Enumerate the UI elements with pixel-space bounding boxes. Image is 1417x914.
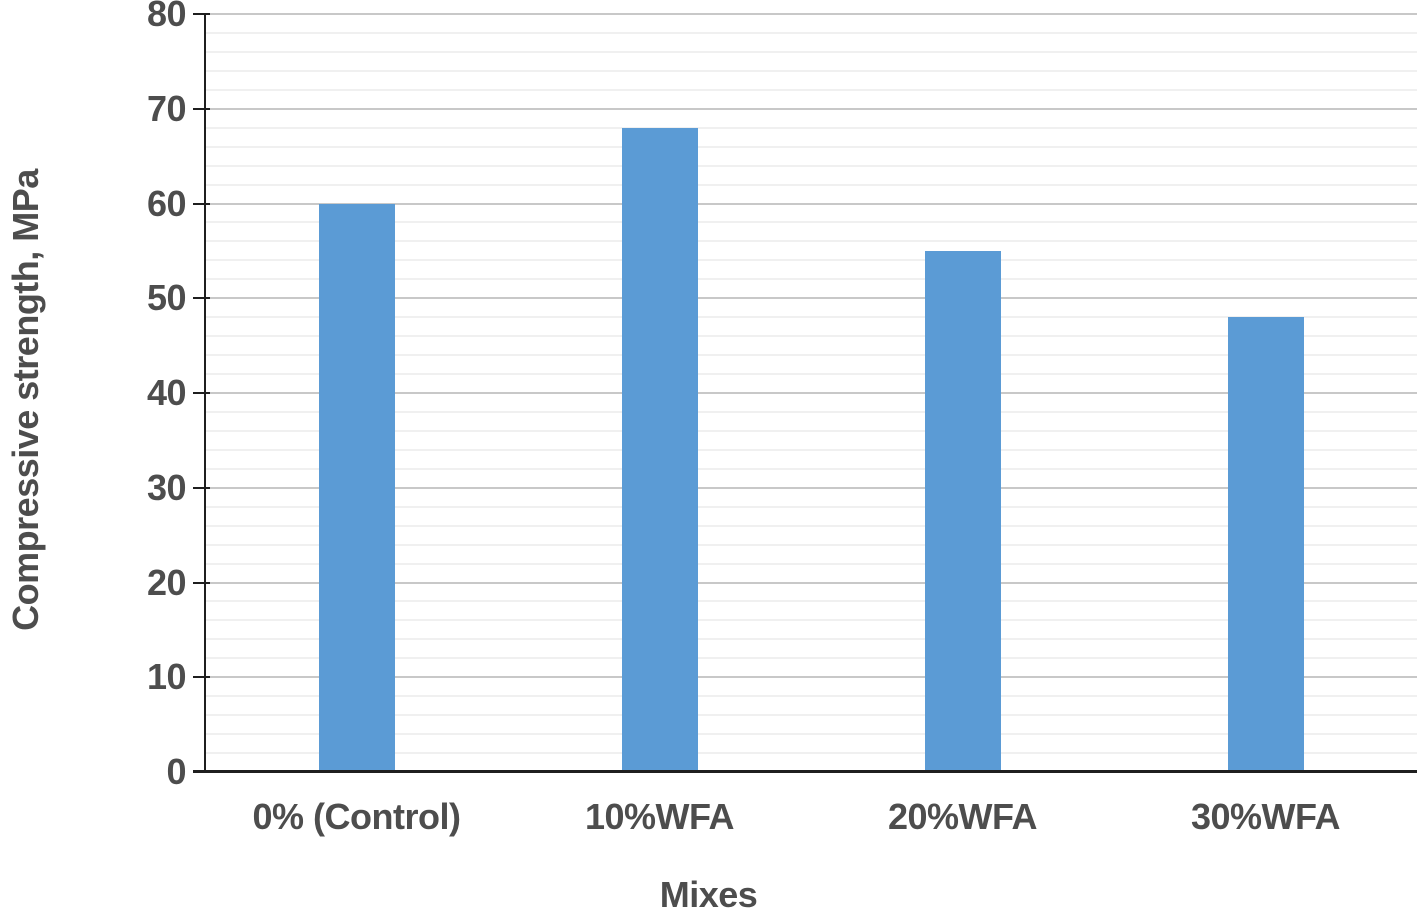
minor-gridline xyxy=(205,638,1417,641)
y-axis-tick-label: 30 xyxy=(146,466,187,508)
minor-gridline xyxy=(205,410,1417,413)
major-gridline xyxy=(205,107,1417,110)
x-axis-category-label: 10%WFA xyxy=(584,796,735,837)
major-gridline xyxy=(205,297,1417,300)
y-axis-tick-label: 20 xyxy=(146,561,187,603)
y-axis-tick xyxy=(193,581,210,584)
bar-20-wfa xyxy=(924,250,1001,772)
minor-gridline xyxy=(205,183,1417,186)
major-gridline xyxy=(205,202,1417,205)
minor-gridline xyxy=(205,429,1417,432)
major-gridline xyxy=(205,581,1417,584)
minor-gridline xyxy=(205,467,1417,470)
minor-gridline xyxy=(205,524,1417,527)
bar-10-wfa xyxy=(621,127,698,772)
minor-gridline xyxy=(205,354,1417,357)
minor-gridline xyxy=(205,335,1417,338)
x-axis-category-label: 0% (Control) xyxy=(252,796,461,837)
minor-gridline xyxy=(205,259,1417,262)
y-axis-tick-label: 10 xyxy=(146,656,187,698)
y-axis-tick-label: 60 xyxy=(146,182,187,224)
y-axis-tick-label: 40 xyxy=(146,372,187,413)
minor-gridline xyxy=(205,505,1417,508)
y-axis-tick xyxy=(193,107,210,110)
y-axis-tick-label: 0 xyxy=(166,751,186,792)
minor-gridline xyxy=(205,126,1417,129)
y-axis-title-text: Compressive strength, MPa xyxy=(5,169,46,631)
minor-gridline xyxy=(205,448,1417,451)
minor-gridline xyxy=(205,619,1417,622)
minor-gridline xyxy=(205,714,1417,717)
y-axis-tick xyxy=(193,676,210,679)
minor-gridline xyxy=(205,695,1417,698)
major-gridline xyxy=(205,392,1417,394)
x-axis-title: Mixes xyxy=(659,874,758,914)
minor-gridline xyxy=(205,240,1417,243)
minor-gridline xyxy=(205,145,1417,148)
major-gridline xyxy=(205,486,1417,489)
minor-gridline xyxy=(205,50,1417,53)
minor-gridline xyxy=(205,752,1417,755)
y-axis-tick xyxy=(193,392,210,394)
x-axis-line xyxy=(193,770,1417,773)
y-axis-tick xyxy=(193,297,210,300)
minor-gridline xyxy=(205,562,1417,565)
major-gridline xyxy=(205,13,1417,15)
minor-gridline xyxy=(205,657,1417,660)
y-axis-tick-label: 70 xyxy=(146,87,187,129)
x-axis-category-label: 20%WFA xyxy=(887,796,1038,837)
minor-gridline xyxy=(205,69,1417,72)
minor-gridline xyxy=(205,221,1417,224)
y-axis-tick xyxy=(193,13,210,15)
bar-30-wfa xyxy=(1227,317,1304,772)
x-axis-category-label: 30%WFA xyxy=(1190,796,1341,837)
minor-gridline xyxy=(205,600,1417,603)
minor-gridline xyxy=(205,543,1417,546)
y-axis-tick-label: 80 xyxy=(146,0,187,34)
minor-gridline xyxy=(205,733,1417,736)
bar-0-control- xyxy=(318,203,395,772)
y-axis-tick xyxy=(193,486,210,489)
minor-gridline xyxy=(205,316,1417,319)
minor-gridline xyxy=(205,88,1417,91)
major-gridline xyxy=(205,676,1417,679)
minor-gridline xyxy=(205,31,1417,34)
y-axis-tick xyxy=(193,202,210,205)
minor-gridline xyxy=(205,278,1417,281)
minor-gridline xyxy=(205,164,1417,167)
y-axis-tick-label: 50 xyxy=(146,277,187,319)
minor-gridline xyxy=(205,373,1417,376)
